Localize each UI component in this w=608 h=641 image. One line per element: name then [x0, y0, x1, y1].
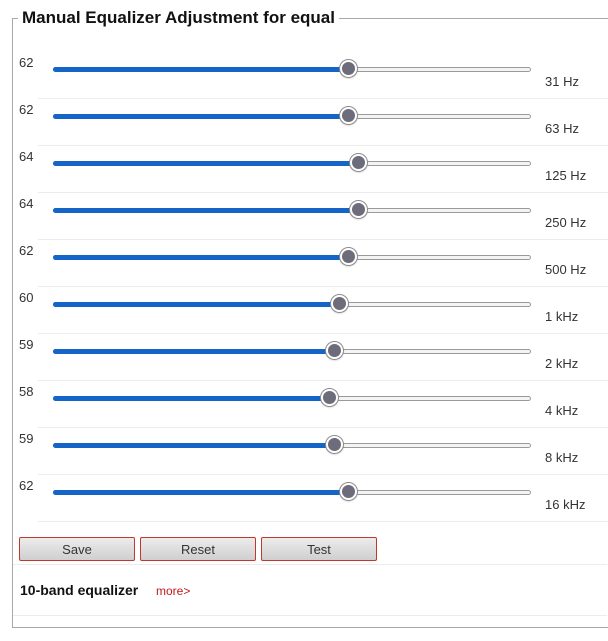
band-value: 59 [19, 337, 34, 352]
band-slider-thumb[interactable] [340, 248, 358, 265]
band-frequency-label: 1 kHz [545, 309, 579, 324]
band-slider-fill [53, 255, 350, 260]
eq-band-row: 60 1 kHz [12, 287, 608, 334]
eq-band-row: 62 63 Hz [12, 99, 608, 146]
band-value: 64 [19, 196, 34, 211]
band-frequency-label: 31 Hz [545, 74, 579, 89]
band-slider-thumb[interactable] [326, 436, 344, 453]
band-slider-thumb[interactable] [349, 201, 367, 218]
band-slider-fill [53, 208, 359, 213]
more-link[interactable]: more> [156, 584, 191, 598]
band-slider-fill [53, 490, 350, 495]
band-slider-fill [53, 302, 340, 307]
band-slider-thumb[interactable] [321, 389, 339, 406]
footer-title: 10-band equalizer [20, 582, 139, 598]
band-frequency-label: 16 kHz [545, 497, 586, 512]
row-separator [38, 192, 608, 193]
band-slider-thumb[interactable] [326, 342, 344, 359]
eq-band-row: 59 2 kHz [12, 334, 608, 381]
eq-band-row: 62 16 kHz [12, 475, 608, 522]
band-frequency-label: 2 kHz [545, 356, 579, 371]
band-frequency-label: 125 Hz [545, 168, 587, 183]
band-slider-fill [53, 161, 359, 166]
band-slider-thumb[interactable] [349, 154, 367, 171]
row-separator [38, 474, 608, 475]
divider [13, 564, 607, 565]
eq-band-row: 58 4 kHz [12, 381, 608, 428]
band-slider-fill [53, 67, 350, 72]
band-value: 58 [19, 384, 34, 399]
band-value: 62 [19, 243, 34, 258]
band-frequency-label: 63 Hz [545, 121, 579, 136]
band-value: 60 [19, 290, 34, 305]
band-frequency-label: 8 kHz [545, 450, 579, 465]
eq-band-row: 62 31 Hz [12, 52, 608, 99]
band-value: 62 [19, 55, 34, 70]
test-button[interactable]: Test [261, 537, 377, 561]
band-slider-thumb[interactable] [340, 483, 358, 500]
row-separator [38, 239, 608, 240]
row-separator [38, 333, 608, 334]
eq-band-row: 64 125 Hz [12, 146, 608, 193]
band-frequency-label: 500 Hz [545, 262, 587, 277]
band-slider-thumb[interactable] [340, 60, 358, 77]
band-slider-fill [53, 114, 350, 119]
row-separator [38, 286, 608, 287]
band-slider-fill [53, 443, 336, 448]
band-value: 62 [19, 102, 34, 117]
row-separator [38, 427, 608, 428]
band-slider-thumb[interactable] [340, 107, 358, 124]
row-separator [38, 380, 608, 381]
eq-band-row: 59 8 kHz [12, 428, 608, 475]
row-separator [38, 145, 608, 146]
band-slider-fill [53, 396, 331, 401]
band-frequency-label: 4 kHz [545, 403, 579, 418]
eq-band-row: 62 500 Hz [12, 240, 608, 287]
reset-button[interactable]: Reset [140, 537, 256, 561]
band-value: 62 [19, 478, 34, 493]
band-value: 59 [19, 431, 34, 446]
panel-title: Manual Equalizer Adjustment for equal [18, 7, 339, 29]
row-separator [38, 521, 608, 522]
row-separator [38, 98, 608, 99]
save-button[interactable]: Save [19, 537, 135, 561]
divider [13, 615, 607, 616]
band-value: 64 [19, 149, 34, 164]
band-frequency-label: 250 Hz [545, 215, 587, 230]
eq-band-row: 64 250 Hz [12, 193, 608, 240]
band-slider-thumb[interactable] [330, 295, 348, 312]
band-slider-fill [53, 349, 336, 354]
